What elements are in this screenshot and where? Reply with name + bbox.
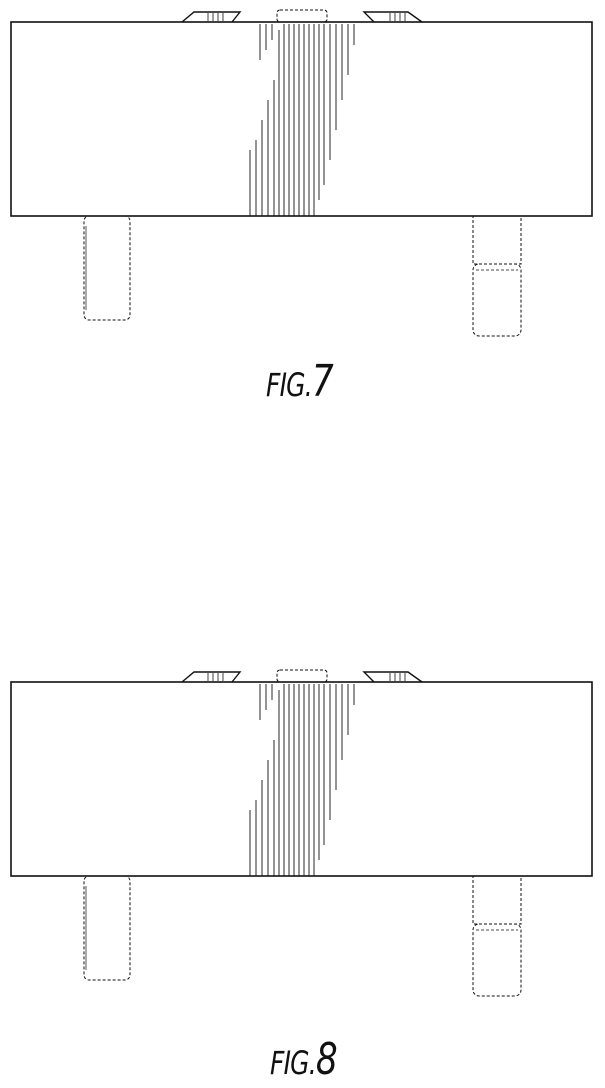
figure-8-caption: FIG.8 (270, 1034, 337, 1085)
figure-7-caption: FIG.7 (266, 356, 333, 407)
figure-8-caption-prefix: FIG. (270, 1044, 316, 1082)
fig8-center-dashed-cap (277, 670, 327, 682)
fig8-right-peg-lower (473, 924, 521, 996)
fig7-block-body (11, 22, 592, 216)
fig7-right-peg-upper (473, 216, 521, 264)
figure-8-svg (0, 660, 605, 1005)
fig7-left-bottom-peg (84, 216, 130, 320)
fig7-right-top-tab (364, 12, 422, 22)
figure-7-svg (0, 0, 605, 345)
fig7-left-top-tab (182, 12, 240, 22)
fig7-right-peg-lower (473, 264, 521, 336)
fig8-left-top-tab (182, 672, 240, 682)
figure-7-caption-prefix: FIG. (266, 366, 312, 404)
fig8-right-top-tab (364, 672, 422, 682)
figure-8-drawing (0, 660, 605, 1088)
fig8-right-peg-upper (473, 876, 521, 924)
fig8-left-bottom-peg (84, 876, 130, 980)
figure-8-caption-number: 8 (316, 1034, 337, 1085)
fig7-center-dashed-cap (277, 10, 327, 22)
fig8-block-body (11, 682, 592, 876)
figure-7-caption-number: 7 (312, 356, 333, 407)
